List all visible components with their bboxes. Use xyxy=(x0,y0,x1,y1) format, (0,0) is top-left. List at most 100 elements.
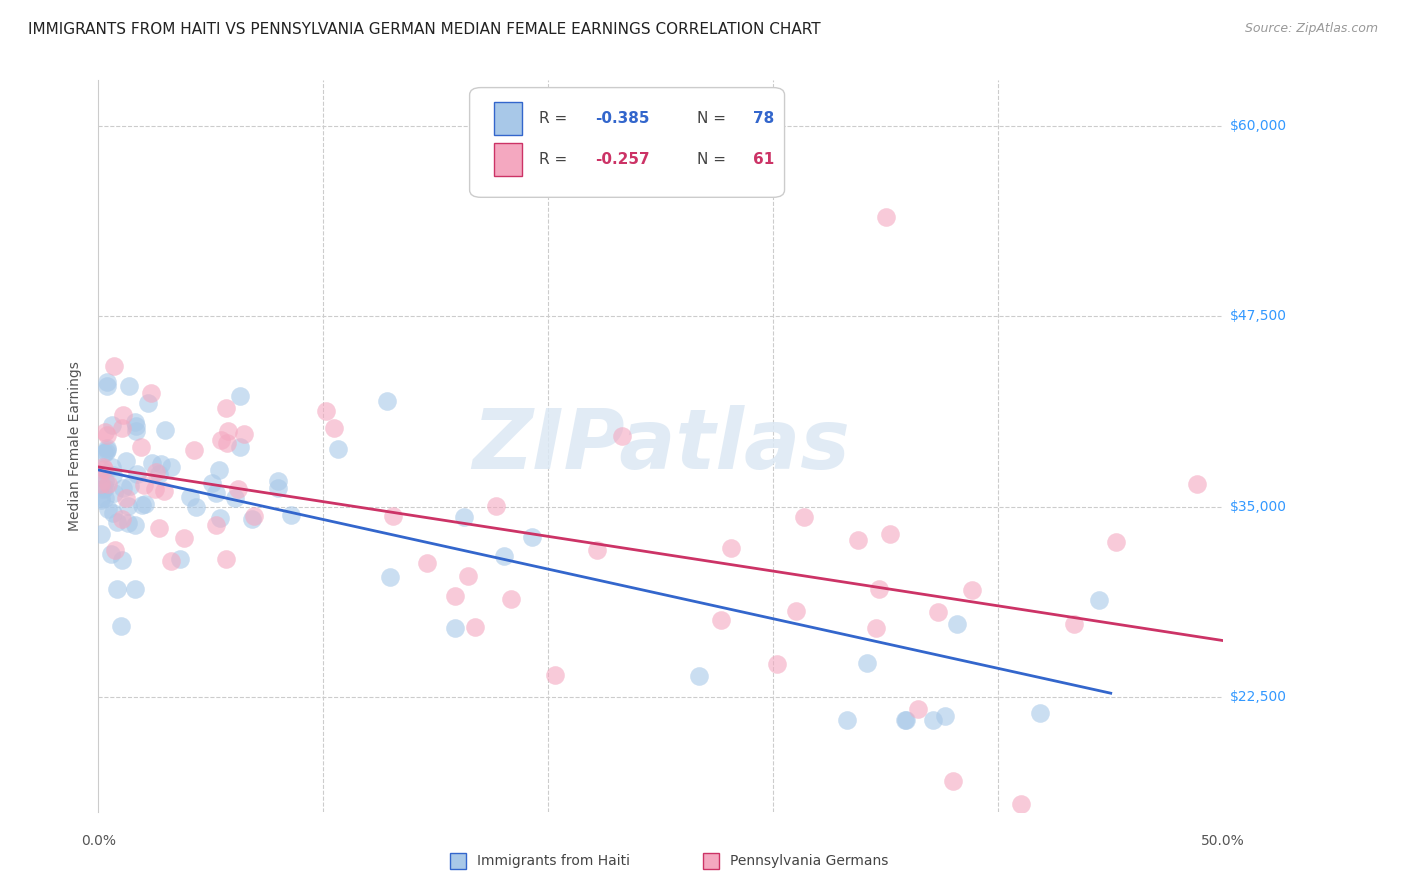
Point xyxy=(125,467,148,481)
Text: -0.385: -0.385 xyxy=(596,111,650,126)
Point xyxy=(444,621,467,635)
Point xyxy=(453,510,475,524)
Point xyxy=(153,484,176,499)
Point xyxy=(315,404,337,418)
Point xyxy=(1185,477,1208,491)
Point xyxy=(93,462,115,476)
Point xyxy=(1010,797,1032,811)
Point xyxy=(134,497,156,511)
Point xyxy=(115,454,138,468)
Point xyxy=(101,460,124,475)
Point xyxy=(136,396,159,410)
Point xyxy=(155,423,177,437)
Point xyxy=(868,582,890,596)
Point xyxy=(160,554,183,568)
Point xyxy=(217,436,239,450)
Point xyxy=(124,425,146,439)
Point xyxy=(97,501,120,516)
Point xyxy=(688,669,710,683)
Point xyxy=(457,569,479,583)
Point xyxy=(240,512,263,526)
Text: R =: R = xyxy=(540,111,572,126)
Point xyxy=(90,467,112,481)
Point xyxy=(1105,535,1128,549)
Point xyxy=(266,481,288,495)
Point xyxy=(205,518,228,533)
Point xyxy=(209,511,232,525)
Point xyxy=(97,477,120,491)
Point xyxy=(215,401,238,416)
Point xyxy=(120,479,142,493)
Point xyxy=(100,547,122,561)
Text: $22,500: $22,500 xyxy=(1230,690,1288,705)
Point xyxy=(115,491,138,505)
Text: Pennsylvania Germans: Pennsylvania Germans xyxy=(730,854,889,868)
Point xyxy=(139,386,162,401)
Point xyxy=(381,508,404,523)
Point xyxy=(894,714,917,728)
Point xyxy=(169,552,191,566)
Point xyxy=(793,510,815,524)
Point xyxy=(93,460,115,475)
Point xyxy=(125,418,148,433)
Point xyxy=(101,417,124,432)
Point xyxy=(184,500,207,515)
Point xyxy=(205,486,228,500)
Point xyxy=(101,506,124,520)
Point xyxy=(267,474,290,488)
Point xyxy=(224,491,246,506)
Point xyxy=(242,508,264,523)
Point xyxy=(96,378,118,392)
Point xyxy=(96,443,118,458)
Text: 78: 78 xyxy=(754,111,775,126)
Point xyxy=(375,393,398,408)
Point xyxy=(280,508,302,522)
Point xyxy=(104,543,127,558)
Point xyxy=(124,415,146,429)
FancyBboxPatch shape xyxy=(470,87,785,197)
Point xyxy=(91,482,114,496)
Point xyxy=(105,582,128,596)
Point xyxy=(129,440,152,454)
Point xyxy=(322,421,344,435)
Point xyxy=(96,375,118,389)
Point xyxy=(132,477,155,491)
Point xyxy=(101,467,124,482)
Text: 0.0%: 0.0% xyxy=(82,834,115,848)
Point xyxy=(962,582,984,597)
Point xyxy=(90,491,112,506)
Point xyxy=(124,518,146,533)
Point xyxy=(846,533,869,548)
Y-axis label: Median Female Earnings: Median Female Earnings xyxy=(69,361,83,531)
Point xyxy=(1088,592,1111,607)
Point xyxy=(124,582,146,597)
Point xyxy=(934,709,956,723)
Point xyxy=(894,714,917,728)
Point xyxy=(1063,617,1085,632)
Point xyxy=(149,457,172,471)
Point xyxy=(208,463,231,477)
Point xyxy=(586,542,609,557)
Point xyxy=(765,657,787,672)
Point xyxy=(117,500,139,514)
Text: 50.0%: 50.0% xyxy=(1201,834,1246,848)
Point xyxy=(464,620,486,634)
Point xyxy=(865,622,887,636)
Point xyxy=(111,511,134,525)
Point xyxy=(378,569,401,583)
Text: $47,500: $47,500 xyxy=(1230,310,1288,324)
Point xyxy=(875,211,897,225)
Point xyxy=(785,604,807,618)
Point xyxy=(117,516,139,530)
Bar xyxy=(495,102,523,135)
Point xyxy=(415,557,437,571)
Point xyxy=(148,467,170,482)
Point xyxy=(520,530,543,544)
Text: $60,000: $60,000 xyxy=(1230,119,1288,133)
Text: ZIPatlas: ZIPatlas xyxy=(472,406,849,486)
Point xyxy=(217,424,239,438)
Point xyxy=(229,389,252,403)
Point xyxy=(94,425,117,439)
Point xyxy=(107,516,129,530)
Point xyxy=(544,668,567,682)
